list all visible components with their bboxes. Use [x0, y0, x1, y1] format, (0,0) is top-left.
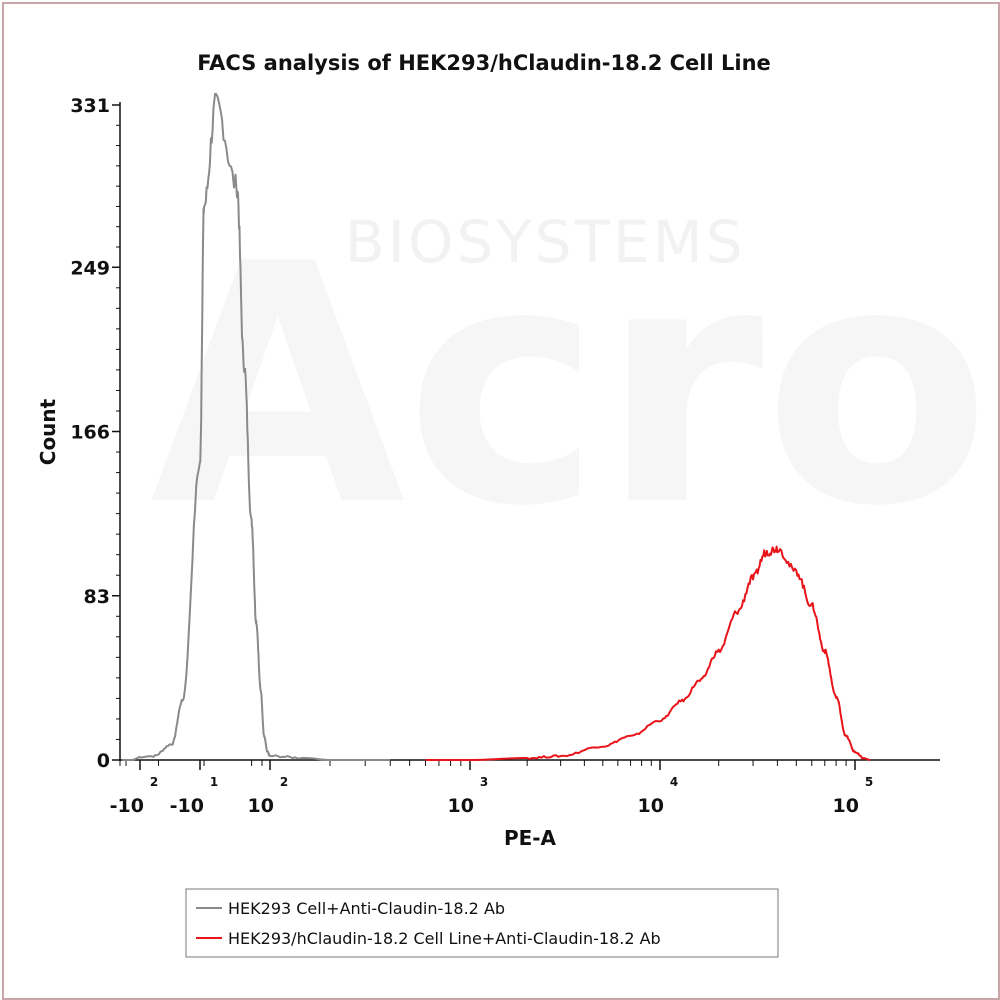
y-tick-label: 331: [70, 95, 110, 117]
legend: HEK293 Cell+Anti-Claudin-18.2 Ab HEK293/…: [185, 888, 779, 958]
chart-title: FACS analysis of HEK293/hClaudin-18.2 Ce…: [197, 51, 771, 75]
watermark: Acro BIOSYSTEMS: [150, 194, 990, 578]
x-tick-exponent: 2: [280, 775, 288, 789]
x-tick-exponent: 3: [480, 775, 488, 789]
series-group: [121, 92, 871, 761]
watermark-logo: Acro: [150, 194, 990, 578]
legend-label-control: HEK293 Cell+Anti-Claudin-18.2 Ab: [228, 899, 505, 918]
series-line-sample: [425, 545, 871, 761]
x-tick-label: 10: [248, 795, 274, 817]
x-tick-label: -10: [170, 795, 204, 817]
x-tick-label: -10: [110, 795, 144, 817]
y-axis-label: Count: [36, 398, 60, 465]
x-ticks: -10 2 -10 1 10 2 10 3 10 4 10 5: [110, 760, 873, 817]
x-tick-label: 10: [638, 795, 664, 817]
series-line-control: [121, 92, 391, 761]
x-tick-exponent: 4: [670, 775, 678, 789]
x-tick-exponent: 5: [865, 775, 873, 789]
y-tick-label: 166: [70, 422, 110, 444]
x-axis-label: PE-A: [504, 826, 557, 850]
x-tick-exponent: 1: [210, 775, 218, 789]
y-tick-label: 83: [84, 586, 110, 608]
legend-box: [185, 888, 779, 958]
x-tick-label: 10: [833, 795, 859, 817]
watermark-text: BIOSYSTEMS: [345, 208, 746, 276]
x-tick-label: 10: [448, 795, 474, 817]
y-ticks: 0 83 166 249 331: [70, 95, 120, 772]
y-tick-label: 0: [97, 750, 110, 772]
x-tick-exponent: 2: [150, 775, 158, 789]
legend-label-sample: HEK293/hClaudin-18.2 Cell Line+Anti-Clau…: [228, 929, 661, 948]
y-tick-label: 249: [70, 257, 110, 279]
